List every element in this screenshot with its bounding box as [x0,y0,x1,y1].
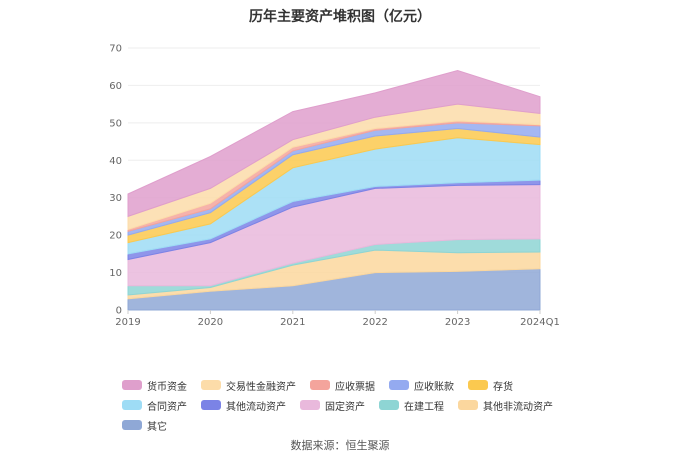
legend-label: 在建工程 [404,401,444,413]
stacked-area-chart: 0 10 20 30 40 50 60 70 2019 2020 2021 2022 2023 2024Q… [109,44,560,329]
y-tick-label: 40 [109,156,122,167]
axes: 0 10 20 30 40 50 60 70 2019 2020 2021 2022 2023 2024Q… [109,44,560,329]
legend-swatch [201,380,221,390]
legend-item[interactable]: 应收票据 [310,378,375,393]
legend-label: 存货 [493,381,513,393]
area-series [127,69,541,311]
x-tick-label: 2020 [198,317,223,328]
y-tick-label: 70 [109,44,122,55]
y-tick-label: 10 [109,268,122,279]
legend-swatch [122,420,142,430]
x-tick-label: 2022 [362,317,387,328]
legend-label: 应收票据 [335,381,375,393]
legend-label: 应收账款 [414,381,454,393]
legend-label: 货币资金 [147,381,187,393]
legend-label: 其他流动资产 [226,401,286,413]
legend-swatch [122,400,142,410]
y-tick-label: 60 [109,81,122,92]
legend-item[interactable]: 在建工程 [379,398,444,413]
legend-item[interactable]: 固定资产 [300,398,365,413]
legend-label: 其它 [147,421,167,433]
legend-swatch [379,400,399,410]
legend-item[interactable]: 其他流动资产 [201,398,286,413]
x-tick-label: 2023 [445,317,470,328]
legend-label: 固定资产 [325,401,365,413]
area-10 [127,69,541,218]
y-tick-label: 50 [109,118,122,129]
x-tick-label: 2024Q1 [520,317,560,328]
legend-swatch [201,400,221,410]
legend-label: 其他非流动资产 [483,401,553,413]
legend-item[interactable]: 其它 [122,418,167,433]
legend-item[interactable]: 存货 [468,378,513,393]
legend-item[interactable]: 合同资产 [122,398,187,413]
legend-swatch [468,380,488,390]
legend-swatch [300,400,320,410]
legend-swatch [310,380,330,390]
x-tick-label: 2021 [280,317,305,328]
legend-label: 交易性金融资产 [226,381,296,393]
legend: 货币资金 交易性金融资产 应收票据 应收账款 存货 合同资产 其他流动资产 固定资产 在建工程其… [122,378,582,433]
legend-item[interactable]: 应收账款 [389,378,454,393]
legend-swatch [122,380,142,390]
y-tick-label: 0 [116,306,122,317]
legend-item[interactable]: 货币资金 [122,378,187,393]
chart-title: 历年主要资产堆积图（亿元） [249,9,431,25]
y-tick-label: 30 [109,193,122,204]
y-tick-label: 20 [109,231,122,242]
legend-swatch [389,380,409,390]
legend-label: 合同资产 [147,401,187,413]
legend-item[interactable]: 交易性金融资产 [201,378,296,393]
x-tick-label: 2019 [115,317,140,328]
legend-swatch [458,400,478,410]
legend-item[interactable]: 其他非流动资产 [458,398,553,413]
data-source: 数据来源：恒生聚源 [290,439,390,452]
